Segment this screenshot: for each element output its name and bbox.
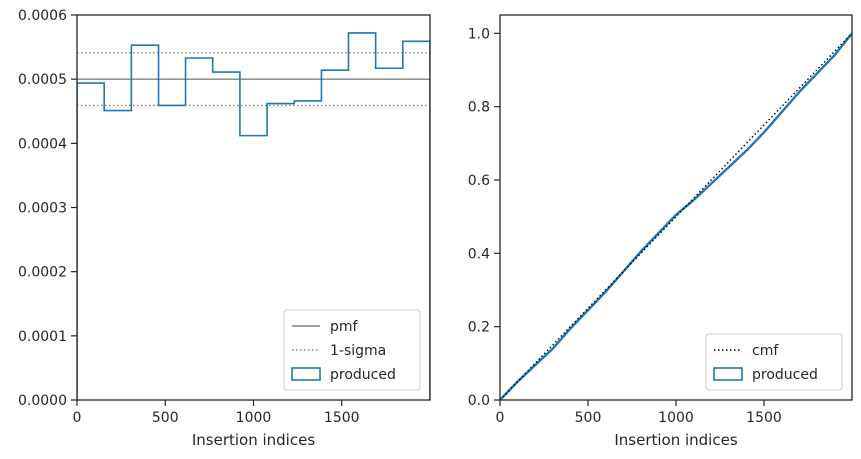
legend-label: 1-sigma (330, 343, 386, 359)
y-tick-label: 0.0002 (18, 265, 67, 281)
x-tick-label: 1000 (658, 410, 694, 426)
panel-0-legend: pmf 1-sigma produced (283, 309, 421, 391)
produced-bin (186, 58, 213, 400)
y-tick-label: 0.0006 (18, 8, 67, 24)
y-tick-label: 0.0 (468, 393, 490, 409)
legend-frame (283, 309, 421, 391)
produced-steps (77, 32, 430, 400)
produced-bin (159, 105, 186, 400)
panel-1-axes: 0 500 1000 1500 0.0 0.2 0.4 0.6 0.8 1.0 Insertion … (468, 26, 782, 449)
cmf-line (500, 32, 852, 400)
produced-bin (77, 83, 104, 400)
legend-swatch-patch (291, 367, 321, 381)
x-tick-label: 0 (496, 410, 505, 426)
panel-0-plot (77, 32, 430, 400)
x-axis-label: Insertion indices (614, 431, 737, 449)
y-tick-label: 0.0001 (18, 329, 67, 345)
y-tick-label: 0.4 (468, 246, 490, 262)
y-tick-label: 0.0000 (18, 393, 67, 409)
y-tick-label: 0.0005 (18, 72, 67, 88)
y-tick-label: 0.0004 (18, 136, 67, 152)
legend-label: pmf (330, 319, 359, 335)
legend-label: produced (752, 367, 818, 383)
y-tick-label: 0.6 (468, 173, 490, 189)
x-axis-label: Insertion indices (192, 431, 315, 449)
panel-1-legend: cmf produced (705, 333, 843, 391)
legend-label: cmf (752, 343, 779, 359)
x-tick-label: 1500 (324, 410, 360, 426)
y-tick-label: 0.8 (468, 100, 490, 116)
x-tick-label: 1000 (236, 410, 272, 426)
legend-swatch-patch (713, 367, 743, 381)
y-tick-label: 0.0003 (18, 201, 67, 217)
legend-frame (705, 333, 843, 391)
produced-bin (240, 136, 267, 400)
x-tick-label: 1500 (746, 410, 782, 426)
y-tick-label: 1.0 (468, 26, 490, 42)
produced-bin (104, 111, 131, 400)
panel-0-axes: 0 500 1000 1500 0.0000 0.0001 0.0002 0.0003 0.00… (18, 8, 360, 449)
x-tick-label: 0 (73, 410, 82, 426)
produced-bin (213, 72, 240, 400)
legend-label: produced (330, 367, 396, 383)
produced-bin (131, 45, 158, 400)
y-tick-label: 0.2 (468, 320, 490, 336)
x-tick-label: 500 (152, 410, 179, 426)
x-tick-label: 500 (575, 410, 602, 426)
